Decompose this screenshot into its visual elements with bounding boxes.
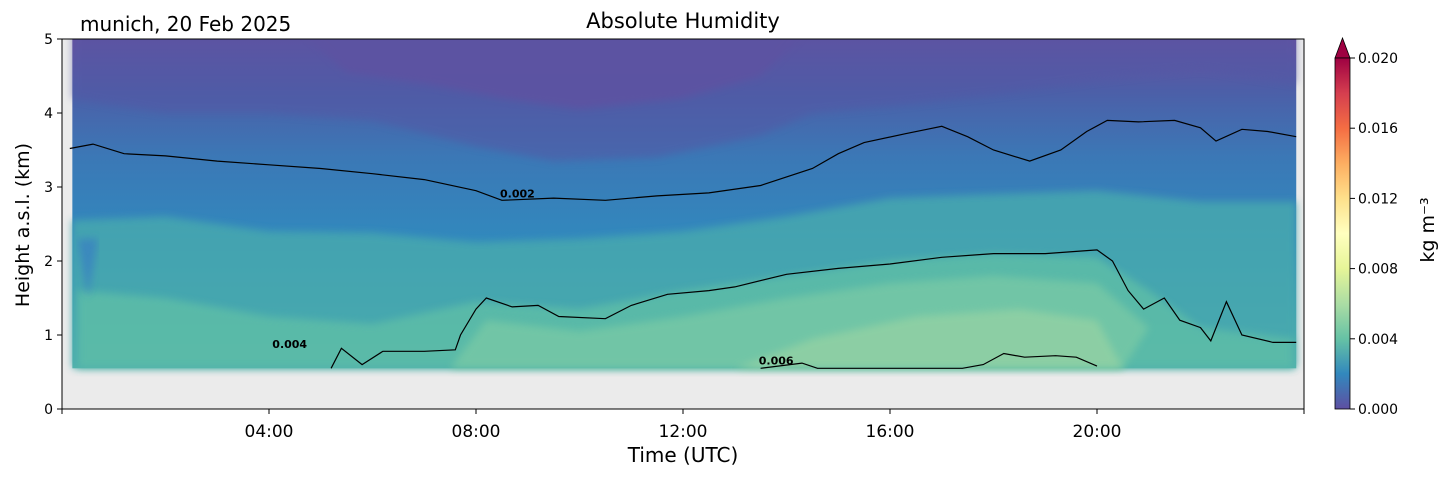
left-pocket — [77, 238, 99, 298]
plot-axes: 0 1 2 3 4 5 04:00 08:00 12:00 16:00 20:00 — [44, 32, 1305, 442]
colorbar-tick-label: 0.008 — [1358, 262, 1398, 278]
colorbar-extend-arrow — [1334, 36, 1351, 59]
x-tick-label: 12:00 — [659, 422, 708, 442]
colorbar-tick-label: 0.020 — [1358, 51, 1398, 67]
y-tick-label: 3 — [44, 180, 53, 196]
x-tick-label: 16:00 — [866, 422, 915, 442]
colorbar-tick-label: 0.012 — [1358, 191, 1398, 207]
x-tick-label: 20:00 — [1073, 422, 1122, 442]
station-date-label: munich, 20 Feb 2025 — [80, 12, 292, 36]
y-tick-label: 0 — [44, 402, 53, 418]
x-tick-label: 08:00 — [452, 422, 501, 442]
y-tick-label: 2 — [44, 254, 53, 270]
chart-title: Absolute Humidity — [586, 9, 780, 33]
isoline-0.006 — [760, 352, 1098, 369]
colorbar-gradient — [1334, 57, 1351, 410]
isoline-0.004 — [330, 249, 1297, 369]
y-tick-label: 4 — [44, 106, 53, 122]
x-axis-label: Time (UTC) — [627, 443, 739, 467]
moist-core — [734, 309, 1123, 369]
humidity-field — [62, 39, 1304, 409]
humidity-isolines: 0.002 0.004 0.006 — [69, 119, 1297, 369]
y-tick-label: 1 — [44, 328, 53, 344]
colorbar-tick-label: 0.004 — [1358, 332, 1398, 348]
isoline-0.002 — [69, 119, 1297, 201]
y-tick-label: 5 — [44, 32, 53, 48]
x-tick-label: 04:00 — [245, 422, 294, 442]
isoline-label: 0.002 — [500, 188, 535, 201]
colorbar-tick-label: 0.000 — [1358, 402, 1398, 418]
upper-layer — [72, 39, 1297, 162]
isoline-label: 0.004 — [272, 338, 307, 351]
colorbar-tick-label: 0.016 — [1358, 121, 1398, 137]
isoline-label: 0.006 — [759, 354, 794, 367]
colorbar: 0.000 0.004 0.008 0.012 0.016 0.020 — [1334, 36, 1398, 418]
